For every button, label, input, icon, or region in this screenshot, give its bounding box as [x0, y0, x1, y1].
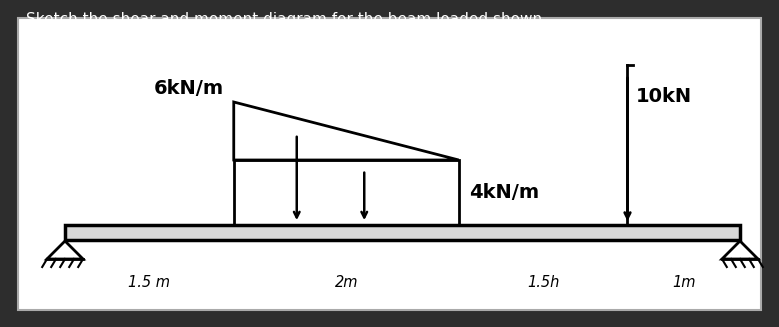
Text: 2m: 2m [334, 275, 358, 290]
Text: 1m: 1m [672, 275, 696, 290]
Text: 6kN/m: 6kN/m [153, 79, 224, 98]
Bar [234, 160, 459, 225]
Text: 1.5 m: 1.5 m [129, 275, 171, 290]
Text: 1.5h: 1.5h [527, 275, 559, 290]
Text: 4kN/m: 4kN/m [469, 183, 539, 202]
Text: 10kN: 10kN [636, 87, 692, 106]
Polygon shape [234, 102, 459, 160]
Text: Sketch the shear and moment diagram for the beam loaded shown.: Sketch the shear and moment diagram for … [26, 12, 547, 27]
Bar [65, 225, 740, 240]
Bar [18, 18, 761, 310]
